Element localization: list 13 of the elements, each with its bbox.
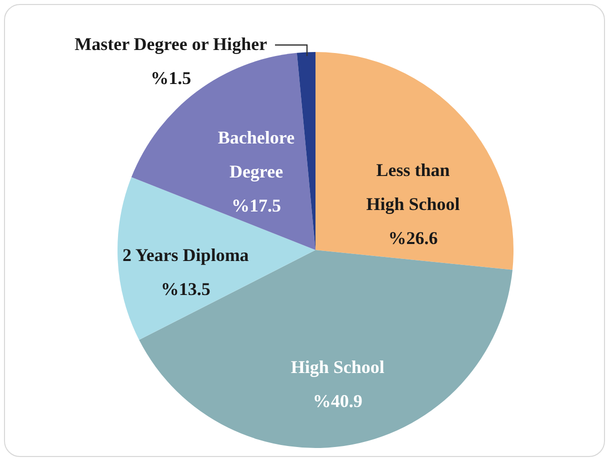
slice-label: High School	[290, 356, 384, 377]
pie-slice	[316, 52, 514, 270]
data-label: %1.5	[150, 68, 192, 88]
slice-label: Bachelore Degree	[218, 127, 295, 182]
slice-label: Master Degree or Higher	[74, 34, 268, 54]
data-label: %17.5	[232, 195, 282, 216]
pie-slice	[131, 52, 316, 250]
pie-slice	[296, 52, 316, 250]
data-label: %13.5	[160, 278, 210, 299]
data-label: %26.6	[388, 228, 438, 248]
slice-label: Less than High School	[366, 160, 460, 214]
data-label: %40.9	[312, 390, 362, 411]
slice-label: 2 Years Diploma	[122, 244, 249, 265]
